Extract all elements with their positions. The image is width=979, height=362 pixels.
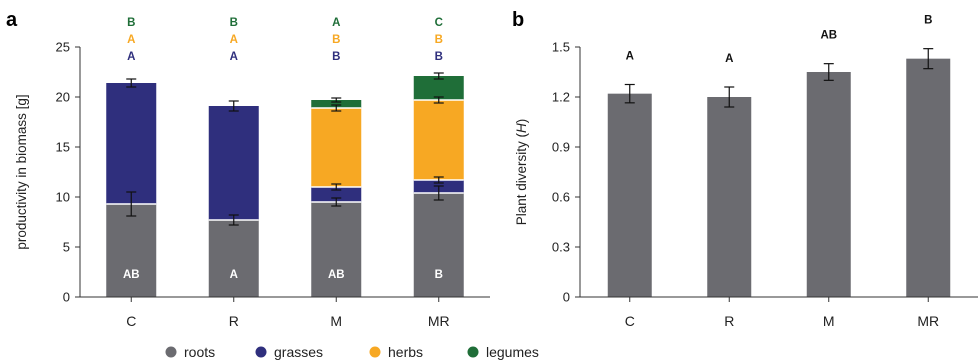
bar-roots-R — [208, 220, 259, 297]
chart-a-x-tick-label: C — [126, 313, 136, 329]
legend-label-herbs: herbs — [388, 344, 423, 360]
chart-a-y-tick-label: 10 — [56, 190, 70, 205]
bar-diversity-C — [607, 93, 652, 298]
legend-marker-roots — [165, 346, 177, 358]
bar-grasses-M — [311, 187, 362, 202]
sig-herbs-C: A — [127, 34, 135, 46]
chart-a-y-tick-label: 20 — [56, 90, 70, 105]
bar-diversity-M — [806, 72, 851, 297]
bar-roots-M — [311, 202, 362, 297]
bar-legumes-M — [311, 100, 362, 108]
bar-legumes-MR — [413, 76, 464, 100]
panel-label-a: a — [6, 9, 18, 31]
sig-grasses-C: A — [127, 51, 135, 63]
sig-roots-R: A — [230, 269, 238, 281]
legend-marker-grasses — [255, 346, 267, 358]
legend-label-roots: roots — [184, 344, 215, 360]
sig-grasses-M: B — [332, 51, 340, 63]
chart-b-y-tick-label: 0.3 — [552, 240, 570, 255]
bar-grasses-C — [106, 83, 157, 204]
panel-label-b: b — [512, 9, 524, 31]
chart-a-y-tick-label: 5 — [63, 240, 70, 255]
bar-herbs-M — [311, 108, 362, 187]
chart-b: A A AB B 0 0.3 0.6 0.9 1.2 1.5 C R M MR Plant divers… — [514, 15, 978, 329]
sig-roots-C: AB — [123, 269, 140, 281]
legend-marker-legumes — [467, 346, 479, 358]
bar-diversity-R — [707, 97, 752, 297]
sig-roots-M: AB — [328, 269, 345, 281]
sig-legumes-C: B — [127, 17, 135, 29]
chart-b-y-axis-title-prefix: Plant diversity ( — [514, 132, 529, 225]
chart-b-y-tick-label: 0 — [563, 290, 570, 305]
chart-b-y-axis-title-symbol: H — [514, 123, 529, 133]
sig-diversity-M: AB — [820, 30, 837, 42]
bar-herbs-MR — [413, 100, 464, 180]
legend-label-grasses: grasses — [274, 344, 323, 360]
chart-a-y-axis-title: productivity in biomass [g] — [14, 94, 29, 249]
legend: roots grasses herbs legumes — [165, 344, 539, 360]
sig-legumes-MR: C — [435, 17, 443, 29]
bar-diversity-MR — [906, 58, 951, 297]
sig-legumes-R: B — [230, 17, 238, 29]
chart-a-x-tick-label: M — [330, 313, 342, 329]
chart-b-x-tick-label: M — [823, 313, 835, 329]
sig-grasses-R: A — [230, 51, 238, 63]
chart-b-x-tick-label: R — [724, 313, 734, 329]
chart-b-axes: 0 0.3 0.6 0.9 1.2 1.5 C R M MR — [552, 40, 978, 329]
bar-roots-C — [106, 204, 157, 297]
chart-a-axes: 0 5 10 15 20 25 C R M MR — [56, 40, 490, 329]
chart-b-y-tick-label: 1.5 — [552, 40, 570, 55]
chart-b-marks: A A AB B — [607, 15, 951, 298]
chart-b-x-tick-label: C — [625, 313, 635, 329]
sig-herbs-MR: B — [435, 34, 443, 46]
sig-grasses-MR: B — [435, 51, 443, 63]
bar-grasses-R — [208, 106, 259, 220]
chart-a-x-tick-label: MR — [428, 313, 450, 329]
chart-b-y-tick-label: 0.9 — [552, 140, 570, 155]
legend-marker-herbs — [369, 346, 381, 358]
sig-diversity-MR: B — [924, 15, 932, 27]
chart-b-y-tick-label: 1.2 — [552, 90, 570, 105]
chart-a-y-tick-label: 0 — [63, 290, 70, 305]
sig-herbs-M: B — [332, 34, 340, 46]
chart-a-y-tick-label: 15 — [56, 140, 70, 155]
chart-b-y-axis-title: Plant diversity (H) — [514, 119, 529, 226]
chart-b-x-tick-label: MR — [917, 313, 939, 329]
sig-diversity-R: A — [725, 53, 733, 65]
chart-a-y-tick-label: 25 — [56, 40, 70, 55]
sig-herbs-R: A — [230, 34, 238, 46]
chart-b-y-tick-label: 0.6 — [552, 190, 570, 205]
bar-roots-MR — [413, 193, 464, 297]
chart-b-y-axis-title-suffix: ) — [514, 119, 529, 124]
legend-label-legumes: legumes — [486, 344, 539, 360]
chart-a-x-tick-label: R — [229, 313, 239, 329]
sig-roots-MR: B — [435, 269, 443, 281]
sig-legumes-M: A — [332, 17, 340, 29]
sig-diversity-C: A — [626, 51, 634, 63]
